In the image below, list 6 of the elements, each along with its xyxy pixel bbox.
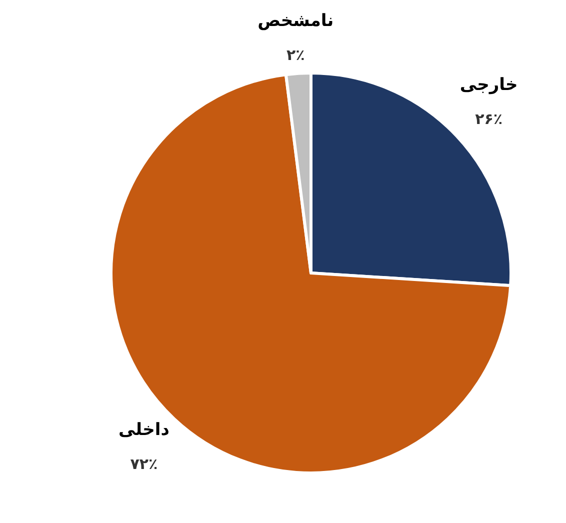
slice-label: خارجی [460, 74, 518, 95]
data-label: ۲٪ [286, 46, 305, 64]
data-label: ۲۶٪ [475, 110, 503, 128]
data-label: ۷۲٪ [130, 454, 158, 473]
slice-label: نامشخص [258, 11, 334, 31]
slice-label: داخلی [118, 420, 170, 440]
